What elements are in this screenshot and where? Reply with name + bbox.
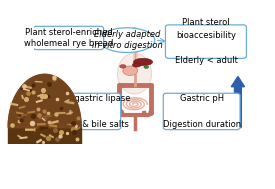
Text: Pepsin & gastric lipase

Pancreatin & bile salts: Pepsin & gastric lipase Pancreatin & bil… <box>35 94 130 129</box>
Polygon shape <box>8 74 81 127</box>
Text: Gastric pH

Digestion duration: Gastric pH Digestion duration <box>163 94 241 129</box>
Text: Plant sterol
bioaccesibility

Elderly < adult: Plant sterol bioaccesibility Elderly < a… <box>175 18 237 65</box>
Ellipse shape <box>133 63 141 67</box>
Ellipse shape <box>99 28 155 53</box>
FancyBboxPatch shape <box>44 93 121 130</box>
FancyArrow shape <box>231 77 244 127</box>
Ellipse shape <box>129 28 141 38</box>
Ellipse shape <box>117 53 152 94</box>
FancyBboxPatch shape <box>166 25 246 58</box>
Ellipse shape <box>123 66 138 75</box>
Ellipse shape <box>133 58 153 66</box>
FancyArrow shape <box>37 77 51 127</box>
Text: Plant sterol-enriched
wholemeal rye bread: Plant sterol-enriched wholemeal rye brea… <box>24 28 113 48</box>
Ellipse shape <box>144 66 149 68</box>
Polygon shape <box>8 127 81 144</box>
FancyBboxPatch shape <box>163 93 240 130</box>
FancyBboxPatch shape <box>33 26 104 50</box>
Polygon shape <box>8 74 81 127</box>
Text: Elderly adapted
in vitro digestion: Elderly adapted in vitro digestion <box>92 30 163 50</box>
Ellipse shape <box>120 64 126 68</box>
FancyBboxPatch shape <box>131 34 138 43</box>
